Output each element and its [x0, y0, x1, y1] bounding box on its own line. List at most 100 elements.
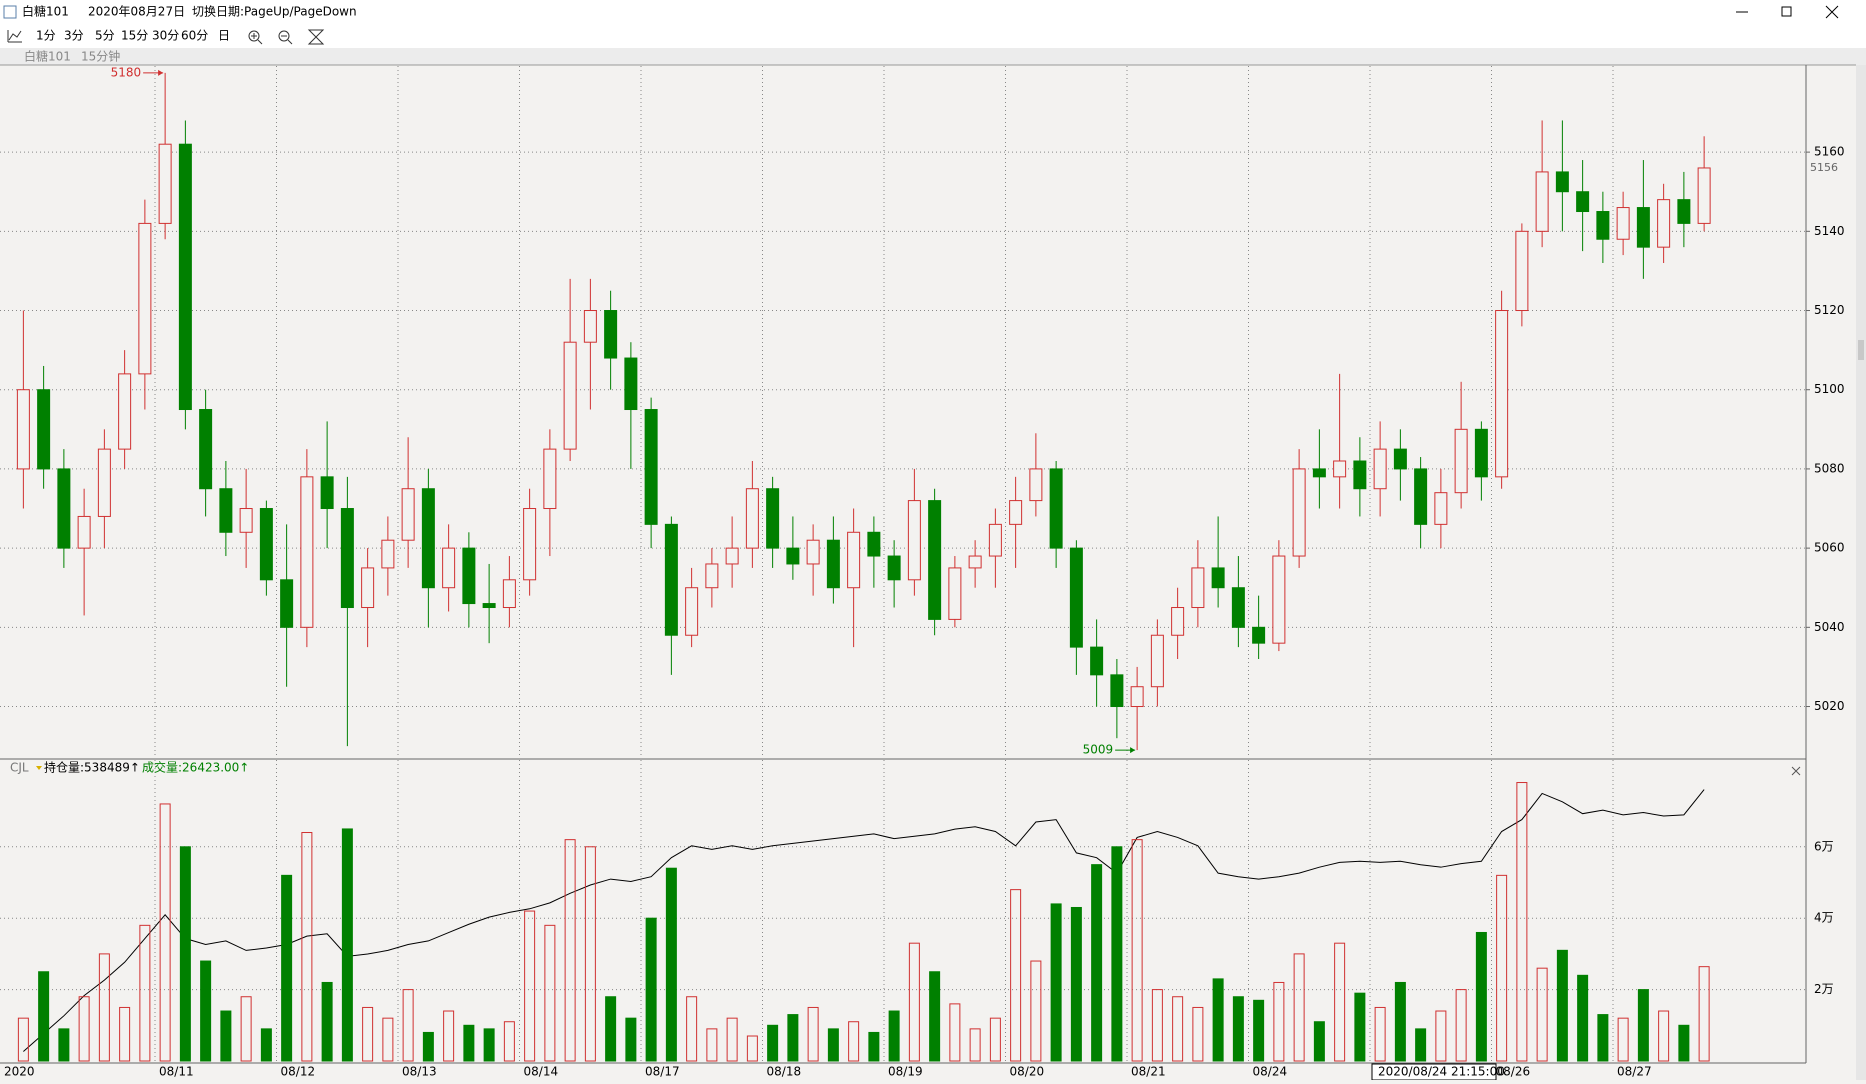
tab-symbol[interactable]: 白糖101: [24, 49, 71, 64]
candle-body: [1110, 674, 1124, 708]
period-button[interactable]: 5分: [95, 29, 115, 43]
zoom-out-icon[interactable]: [278, 30, 293, 45]
candle-body: [1657, 199, 1671, 248]
candle-body: [1009, 500, 1023, 525]
period-button[interactable]: 30分: [152, 29, 179, 43]
close-button[interactable]: [1825, 5, 1839, 19]
volume-bar: [645, 917, 657, 1062]
candle-body: [138, 222, 152, 375]
y-tick-label: 5060: [1814, 541, 1845, 555]
window-date: 2020年08月27日: [88, 5, 185, 19]
candle-body: [37, 389, 51, 470]
zoom-in-icon[interactable]: [248, 30, 263, 45]
volume-bar: [1091, 864, 1103, 1062]
candle-body: [826, 539, 840, 589]
volume-bar: [1192, 1006, 1204, 1062]
volume-bar: [746, 1035, 758, 1062]
volume-bar: [665, 867, 677, 1062]
candle-body: [462, 547, 476, 605]
candle-body: [442, 547, 456, 589]
volume-bar: [1253, 999, 1265, 1062]
volume-bar: [1010, 889, 1022, 1062]
volume-bar: [1030, 960, 1042, 1062]
indicator-menu[interactable]: [36, 766, 42, 770]
volume-bar: [220, 1010, 232, 1062]
volume-bar: [1354, 992, 1366, 1062]
y-tick-label: 2万: [1814, 982, 1834, 996]
candle-body: [1150, 634, 1164, 688]
volume-bar: [402, 989, 414, 1062]
volume-bar: [260, 1028, 272, 1062]
volume-bar: [1658, 1010, 1670, 1062]
indicator-name[interactable]: CJL: [10, 761, 29, 775]
period-button[interactable]: 15分: [121, 29, 148, 43]
volume-bar: [58, 1028, 70, 1062]
y-tick-label: 5080: [1814, 461, 1845, 475]
period-button[interactable]: 3分: [64, 29, 84, 43]
candle-body: [583, 310, 597, 343]
volume-bar: [524, 910, 536, 1062]
tab-period[interactable]: 15分钟: [81, 49, 120, 64]
candle-body: [1272, 555, 1286, 644]
x-tick-label: 08/20: [1010, 1065, 1045, 1079]
period-button[interactable]: 60分: [181, 29, 208, 43]
chart-type-icon[interactable]: [7, 30, 22, 43]
candle-body: [806, 539, 820, 565]
max-arrowhead: [158, 69, 164, 76]
x-tick-label: 2020: [4, 1065, 35, 1079]
volume-bar: [767, 1024, 779, 1062]
candle-body: [543, 448, 557, 510]
candle-body: [1495, 310, 1509, 478]
y-tick-label: 5140: [1814, 224, 1845, 238]
volume-bar: [1536, 967, 1548, 1062]
candle-body: [847, 531, 861, 589]
volume-bar: [341, 828, 353, 1062]
candle-body: [523, 508, 537, 581]
volume-bar: [1232, 996, 1244, 1062]
candle-body: [1130, 686, 1144, 708]
candle-body: [867, 531, 881, 557]
volume-bar: [1516, 782, 1528, 1062]
volume-bar: [98, 953, 110, 1062]
candle-body: [502, 579, 516, 609]
volume-bar: [1111, 846, 1123, 1062]
candle-body: [1333, 460, 1347, 478]
volume-bar: [159, 803, 171, 1062]
volume-bar: [1435, 1010, 1447, 1062]
period-button[interactable]: 1分: [36, 29, 56, 43]
candle-body: [1697, 167, 1711, 224]
candle-body: [1677, 199, 1691, 224]
candle-body: [219, 488, 233, 533]
open-interest-line: [23, 789, 1705, 1052]
volume-bar: [1293, 953, 1305, 1062]
volume-bar: [240, 996, 252, 1062]
x-tick-label: 08/18: [767, 1065, 802, 1079]
period-button[interactable]: 日: [218, 29, 230, 43]
pane-close[interactable]: [1791, 766, 1801, 776]
candle-body: [563, 341, 577, 450]
candle-body: [1069, 547, 1083, 648]
volume-bar: [1212, 978, 1224, 1062]
candle-body: [178, 143, 192, 411]
volume-bar: [1678, 1024, 1690, 1062]
volume-bar: [929, 971, 941, 1062]
candle-body: [1393, 448, 1407, 470]
volume-bar: [78, 996, 90, 1062]
min-arrowhead: [1130, 747, 1136, 754]
candle-body: [1211, 567, 1225, 589]
scroll-thumb[interactable]: [1858, 340, 1864, 360]
candle-body: [1029, 468, 1043, 502]
candle-body: [725, 547, 739, 565]
window-hint: 切换日期:PageUp/PageDown: [192, 5, 357, 19]
y-tick-label: 5160: [1814, 145, 1845, 159]
candle-body: [1596, 211, 1610, 240]
restore-button[interactable]: [1781, 6, 1792, 17]
candle-body: [1312, 468, 1326, 478]
candle-body: [381, 539, 395, 569]
reset-icon[interactable]: [307, 29, 325, 45]
candle-body: [1636, 207, 1650, 248]
candle-body: [320, 476, 334, 510]
scrollbar[interactable]: [1856, 65, 1866, 1080]
max-label: 5180: [111, 65, 142, 79]
